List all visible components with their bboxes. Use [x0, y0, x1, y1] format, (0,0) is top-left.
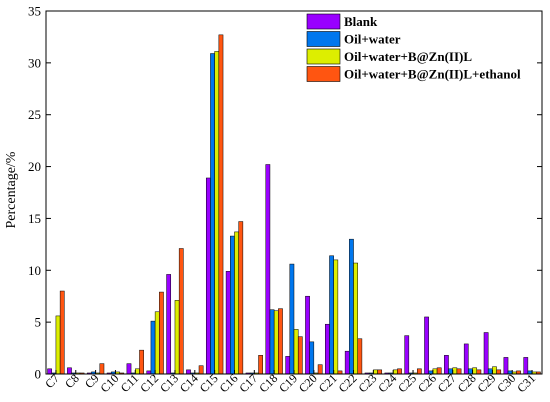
bar-C25-s1 — [404, 335, 410, 375]
y-tick-label: 30 — [28, 55, 41, 70]
bar-C12-s2 — [150, 320, 156, 375]
x-tick-label: C11 — [118, 371, 142, 395]
bar-C24-s3 — [392, 369, 398, 375]
bar-C18-s3 — [273, 310, 279, 375]
bar-C27-s3 — [452, 367, 458, 375]
bar-C12-s4 — [159, 291, 164, 375]
bar-C26-s3 — [432, 368, 438, 375]
bar-C29-s3 — [492, 366, 497, 375]
x-tick-label: C27 — [435, 371, 459, 395]
bar-C15-s1 — [205, 177, 211, 375]
x-tick-label: C13 — [157, 371, 181, 395]
x-tick-label: C23 — [355, 371, 379, 395]
bar-C20-s1 — [305, 295, 310, 375]
bar-C19-s2 — [289, 263, 295, 375]
bar-C15-s3 — [214, 51, 220, 375]
bar-C19-s4 — [297, 336, 303, 375]
bar-C27-s4 — [456, 368, 462, 375]
bar-C21-s1 — [325, 323, 330, 375]
bar-C22-s2 — [349, 238, 354, 375]
bar-C18-s2 — [269, 309, 275, 375]
bar-C18-s4 — [278, 308, 283, 375]
bar-C11-s3 — [135, 368, 140, 375]
legend-swatch-2 — [306, 31, 341, 47]
bar-C29-s1 — [483, 332, 489, 375]
bar-C16-s3 — [234, 231, 239, 375]
bar-C19-s3 — [293, 329, 299, 375]
bar-C13-s4 — [178, 248, 184, 375]
bar-C23-s3 — [373, 369, 378, 375]
y-tick-label: 5 — [35, 315, 42, 330]
legend-label-4: Oil+water+B@Zn(II)L+ethanol — [344, 67, 521, 82]
bar-C25-s4 — [416, 368, 422, 375]
x-tick-label: C12 — [137, 371, 161, 395]
bar-C18-s1 — [265, 164, 271, 375]
x-tick-label: C28 — [455, 371, 479, 395]
x-tick-label: C10 — [97, 371, 121, 395]
x-tick-label: C16 — [217, 371, 241, 395]
legend: Blank Oil+water Oil+water+B@Zn(II)L Oil+wat… — [306, 13, 521, 82]
y-tick-label: 10 — [28, 263, 41, 278]
x-tick-label: C26 — [415, 371, 439, 395]
y-tick-label: 35 — [28, 4, 41, 19]
x-tick-label: C14 — [177, 371, 201, 395]
bar-C16-s1 — [225, 271, 231, 375]
y-tick-label: 25 — [28, 107, 41, 122]
y-axis-label: Percentage/% — [4, 151, 19, 228]
legend-label-3: Oil+water+B@Zn(II)L — [344, 49, 472, 64]
bar-C13-s3 — [174, 300, 180, 375]
y-tick-label: 15 — [28, 211, 41, 226]
bar-C14-s4 — [198, 365, 204, 375]
x-tick-label: C21 — [316, 371, 340, 395]
x-tick-label: C30 — [494, 371, 518, 395]
bar-C17-s4 — [258, 355, 263, 375]
x-tick-label: C19 — [276, 371, 300, 395]
bar-C12-s3 — [154, 311, 160, 375]
bar-C15-s4 — [218, 34, 224, 375]
legend-label-2: Oil+water — [344, 32, 401, 47]
bar-C24-s4 — [397, 368, 402, 375]
x-tick-label: C22 — [336, 371, 360, 395]
bar-C22-s1 — [344, 350, 350, 375]
bar-C22-s4 — [357, 338, 363, 375]
legend-swatch-4 — [306, 66, 341, 82]
x-tick-label: C31 — [514, 371, 538, 395]
bar-C16-s4 — [238, 221, 244, 375]
y-tick-label: 20 — [28, 159, 41, 174]
bar-C11-s4 — [139, 349, 144, 375]
bar-C7-s4 — [59, 290, 65, 375]
x-tick-label: C20 — [296, 371, 320, 395]
x-tick-label: C25 — [395, 371, 419, 395]
bar-C26-s4 — [436, 367, 442, 375]
bar-C29-s4 — [496, 369, 502, 375]
bar-C28-s3 — [472, 367, 478, 375]
bar-C23-s4 — [377, 369, 383, 375]
x-tick-label: C24 — [375, 371, 399, 395]
x-tick-label: C18 — [256, 371, 280, 395]
bar-C26-s1 — [424, 316, 429, 375]
bar-C20-s4 — [317, 364, 323, 375]
x-tick-label: C17 — [236, 371, 260, 395]
legend-swatch-1 — [306, 13, 341, 30]
bar-C16-s2 — [230, 235, 235, 375]
legend-label-1: Blank — [344, 14, 378, 29]
bar-C21-s2 — [329, 255, 334, 375]
y-tick-label: 0 — [35, 367, 42, 382]
plot-frame — [45, 10, 543, 375]
legend-swatch-3 — [306, 48, 341, 65]
x-tick-label: C15 — [197, 371, 221, 395]
bar-C13-s1 — [166, 274, 172, 375]
bar-C28-s1 — [463, 343, 469, 375]
bar-C15-s2 — [210, 53, 215, 375]
bar-C20-s2 — [309, 341, 315, 375]
bar-C21-s3 — [333, 259, 339, 375]
x-tick-label: C29 — [474, 371, 498, 395]
bar-C7-s3 — [55, 315, 61, 375]
bar-C22-s3 — [353, 262, 358, 375]
bar-C9-s4 — [99, 363, 105, 375]
bar-C28-s4 — [476, 369, 482, 375]
